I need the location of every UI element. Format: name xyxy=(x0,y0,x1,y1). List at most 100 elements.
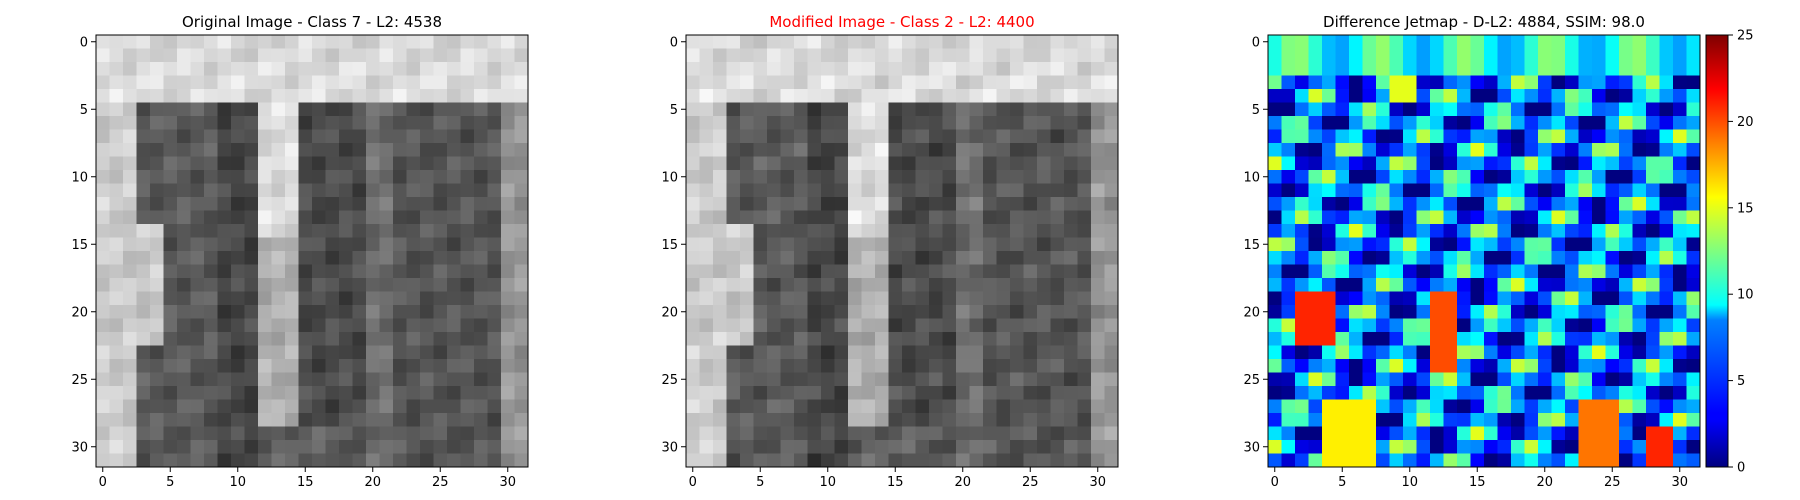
heatmap-cell xyxy=(1484,278,1498,292)
heatmap-cell xyxy=(460,372,475,387)
heatmap-cell xyxy=(1551,453,1566,468)
heatmap-cell xyxy=(150,116,164,130)
heatmap-cell xyxy=(406,197,421,211)
heatmap-cell xyxy=(1470,210,1485,225)
heatmap-cell xyxy=(1295,210,1309,225)
heatmap-cell xyxy=(123,399,137,414)
heatmap-cell xyxy=(929,48,943,63)
heatmap-cell xyxy=(1064,197,1078,211)
heatmap-cell xyxy=(163,183,178,198)
heatmap-cell xyxy=(136,35,151,49)
heatmap-cell xyxy=(1430,264,1444,279)
heatmap-cell xyxy=(1646,264,1660,279)
heatmap-cell xyxy=(1295,305,1309,319)
heatmap-cell xyxy=(1565,116,1579,130)
heatmap-cell xyxy=(1457,426,1471,441)
heatmap-cell xyxy=(1104,453,1119,468)
heatmap-cell xyxy=(807,210,822,225)
heatmap-cell xyxy=(177,426,191,441)
heatmap-cell xyxy=(474,210,488,225)
heatmap-cell xyxy=(366,62,380,76)
heatmap-cell xyxy=(969,116,984,130)
heatmap-cell xyxy=(433,399,448,414)
heatmap-cell xyxy=(514,440,529,454)
heatmap-cell xyxy=(1511,345,1525,360)
heatmap-cell xyxy=(713,89,727,103)
heatmap-cell xyxy=(487,372,502,387)
heatmap-cell xyxy=(514,210,529,225)
heatmap-cell xyxy=(1349,278,1363,292)
heatmap-cell xyxy=(136,453,151,468)
heatmap-cell xyxy=(514,372,529,387)
heatmap-cell xyxy=(420,75,434,90)
heatmap-cell xyxy=(217,89,232,103)
heatmap-cell xyxy=(1308,332,1323,346)
heatmap-cell xyxy=(352,210,367,225)
heatmap-cell xyxy=(460,251,475,265)
heatmap-cell xyxy=(352,237,367,252)
heatmap-cell xyxy=(231,426,245,441)
heatmap-cell xyxy=(1619,156,1633,171)
heatmap-cell xyxy=(1484,332,1498,346)
heatmap-cell xyxy=(312,399,326,414)
heatmap-cell xyxy=(1295,278,1309,292)
heatmap-cell xyxy=(447,102,461,117)
heatmap-cell xyxy=(875,48,889,63)
heatmap-cell xyxy=(767,332,781,346)
heatmap-cell xyxy=(1281,156,1296,171)
heatmap-cell xyxy=(420,156,434,171)
heatmap-cell xyxy=(1457,413,1471,427)
heatmap-cell xyxy=(969,75,984,90)
heatmap-cell xyxy=(244,156,259,171)
heatmap-cell xyxy=(1457,372,1471,387)
heatmap-cell xyxy=(915,345,930,360)
heatmap-cell xyxy=(1281,102,1296,117)
x-tick-label: 25 xyxy=(432,475,449,490)
heatmap-cell xyxy=(794,440,808,454)
heatmap-cell xyxy=(996,224,1011,238)
heatmap-cell xyxy=(1619,224,1633,238)
heatmap-cell xyxy=(1416,156,1431,171)
heatmap-cell xyxy=(163,197,178,211)
heatmap-cell xyxy=(150,143,164,157)
heatmap-cell xyxy=(1524,399,1539,414)
heatmap-cell xyxy=(713,48,727,63)
heatmap-cell xyxy=(699,426,714,441)
heatmap-cell xyxy=(96,48,110,63)
heatmap-cell xyxy=(1457,440,1471,454)
heatmap-cell xyxy=(1268,183,1282,198)
heatmap-cell xyxy=(420,359,434,373)
heatmap-cell xyxy=(1686,197,1701,211)
heatmap-cell xyxy=(1281,224,1296,238)
heatmap-cell xyxy=(1268,453,1282,468)
heatmap-cell xyxy=(258,453,272,468)
heatmap-cell xyxy=(1064,102,1078,117)
heatmap-cell xyxy=(1538,197,1552,211)
heatmap-cell xyxy=(713,183,727,198)
heatmap-cell xyxy=(915,116,930,130)
heatmap-cell xyxy=(325,35,340,49)
heatmap-cell xyxy=(1524,129,1539,144)
heatmap-cell xyxy=(686,48,700,63)
heatmap-cell xyxy=(406,62,421,76)
heatmap-cell xyxy=(1376,210,1390,225)
heatmap-cell xyxy=(312,413,326,427)
heatmap-cell xyxy=(1308,264,1323,279)
heatmap-cell xyxy=(1484,116,1498,130)
heatmap-cell xyxy=(1023,291,1038,306)
heatmap-cell xyxy=(177,318,191,333)
heatmap-cell xyxy=(1497,345,1512,360)
heatmap-cell xyxy=(1091,102,1105,117)
heatmap-cell xyxy=(1268,156,1282,171)
y-tick-label: 0 xyxy=(80,35,88,50)
heatmap-cell xyxy=(915,89,930,103)
heatmap-cell xyxy=(915,291,930,306)
heatmap-cell xyxy=(1037,278,1051,292)
heatmap-cell xyxy=(726,426,741,441)
heatmap-cell xyxy=(821,264,835,279)
heatmap-cell xyxy=(1362,359,1377,373)
heatmap-cell xyxy=(1349,75,1363,90)
heatmap-cell xyxy=(460,75,475,90)
heatmap-cell xyxy=(902,453,916,468)
heatmap-cell xyxy=(726,264,741,279)
